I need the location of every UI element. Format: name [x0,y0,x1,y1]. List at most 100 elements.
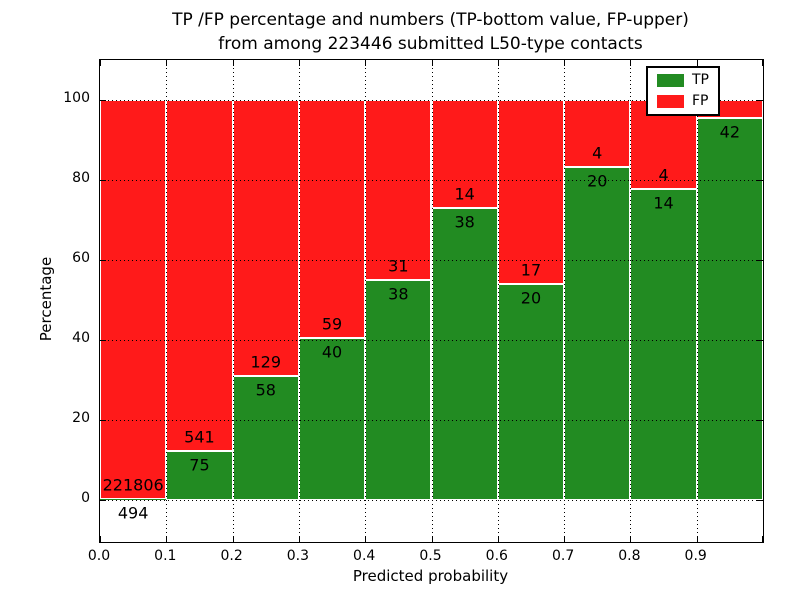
x-tick-mark [696,60,698,66]
x-tick-mark [762,60,763,66]
x-tick-mark [166,60,168,66]
fp-count-annotation: 17 [520,260,542,280]
bar-segment-tp [431,207,498,500]
tp-count-annotation: 38 [454,212,475,232]
legend-entry-tp: TP [657,73,709,88]
tp-swatch-icon [657,74,684,87]
y-tick-mark [757,500,763,501]
legend-label-tp: TP [692,72,709,88]
y-tick-mark [100,340,106,341]
chart-title-line1: TP /FP percentage and numbers (TP-bottom… [172,10,689,30]
gridline-horizontal [100,340,763,341]
gridline-horizontal [100,180,763,181]
y-axis-label: Percentage [37,256,55,342]
y-tick-label: 60 [72,250,90,266]
fp-count-annotation: 129 [250,352,282,372]
plot-area: 221806 494 541 75 129 58 59 40 31 38 14 38 17 20 4 20 4 1… [99,59,764,543]
x-tick-mark [497,60,499,66]
x-tick-mark [232,60,234,66]
y-tick-mark [100,500,106,501]
fp-count-annotation: 541 [184,427,215,447]
y-tick-mark [100,260,106,261]
tp-count-annotation: 20 [520,288,542,308]
bar-segment-tp [630,188,697,500]
x-tick-mark [298,60,300,66]
gridline-vertical [564,60,566,542]
y-tick-label: 40 [72,330,90,346]
x-tick-label: 0.3 [286,548,310,564]
x-tick-mark [365,536,367,542]
tp-count-annotation: 58 [255,380,276,400]
x-tick-mark [166,536,168,542]
x-axis-label: Predicted probability [352,567,509,585]
y-tick-label: 0 [81,490,90,506]
gridline-vertical [298,60,300,542]
y-tick-mark [757,260,763,261]
x-tick-mark [431,60,433,66]
y-tick-label: 80 [72,170,90,186]
y-tick-mark [757,100,763,101]
x-tick-label: 0.1 [154,548,177,564]
bar-segment-tp [365,279,432,500]
x-tick-label: 0.0 [87,548,111,564]
tp-count-annotation: 38 [388,284,409,304]
x-tick-mark [630,536,632,542]
x-tick-label: 0.6 [485,548,508,564]
chart-title-line2: from among 223446 submitted L50-type con… [218,34,643,54]
x-tick-label: 0.7 [551,548,575,564]
bar-segment-fp [497,100,565,284]
x-tick-mark [497,536,499,542]
tp-count-annotation: 40 [321,342,343,362]
x-tick-mark [564,60,566,66]
x-tick-label: 0.4 [353,548,376,564]
x-tick-label: 0.9 [684,548,707,564]
x-tick-mark [762,536,763,542]
fp-count-annotation: 31 [388,256,409,276]
gridline-horizontal [100,500,763,501]
legend-entry-fp: FP [657,94,709,109]
tp-count-annotation: 494 [117,503,149,523]
y-tick-label: 20 [72,410,90,426]
x-tick-mark [232,536,234,542]
y-tick-mark [100,100,106,101]
bar-segment-fp [365,100,432,280]
fp-swatch-icon [657,95,684,108]
x-tick-mark [365,60,367,66]
x-tick-mark [564,536,566,542]
x-tick-label: 0.2 [220,548,243,564]
gridline-horizontal [100,420,763,421]
y-tick-mark [757,340,763,341]
x-tick-mark [100,536,101,542]
fp-count-annotation: 221806 [102,475,164,495]
gridline-horizontal [100,260,763,261]
gridline-vertical [431,60,433,542]
y-tick-mark [757,420,763,421]
fp-count-annotation: 4 [658,165,669,185]
y-tick-label: 100 [63,90,90,106]
tp-count-annotation: 42 [719,122,741,142]
tp-count-annotation: 75 [189,455,210,475]
x-tick-label: 0.8 [618,548,641,564]
fp-count-annotation: 14 [454,184,475,204]
bar-segment-tp [298,338,366,500]
x-tick-mark [630,60,632,66]
gridline-vertical [497,60,499,542]
gridline-vertical [365,60,367,542]
x-tick-label: 0.5 [419,548,442,564]
bar-segment-fp [166,100,233,452]
chart-title: TP /FP percentage and numbers (TP-bottom… [99,8,762,56]
gridline-vertical [630,60,632,542]
x-tick-mark [696,536,698,542]
bar-segment-tp [232,375,299,500]
bar-segment-tp [696,118,763,500]
bar-segment-tp [497,283,565,500]
fp-count-annotation: 4 [592,143,603,163]
x-tick-mark [431,536,433,542]
y-tick-mark [100,420,106,421]
x-tick-mark [100,60,101,66]
bar-segment-tp [564,166,631,500]
y-tick-mark [100,180,106,181]
tp-count-annotation: 14 [653,193,674,213]
y-tick-mark [757,180,763,181]
x-tick-mark [298,536,300,542]
